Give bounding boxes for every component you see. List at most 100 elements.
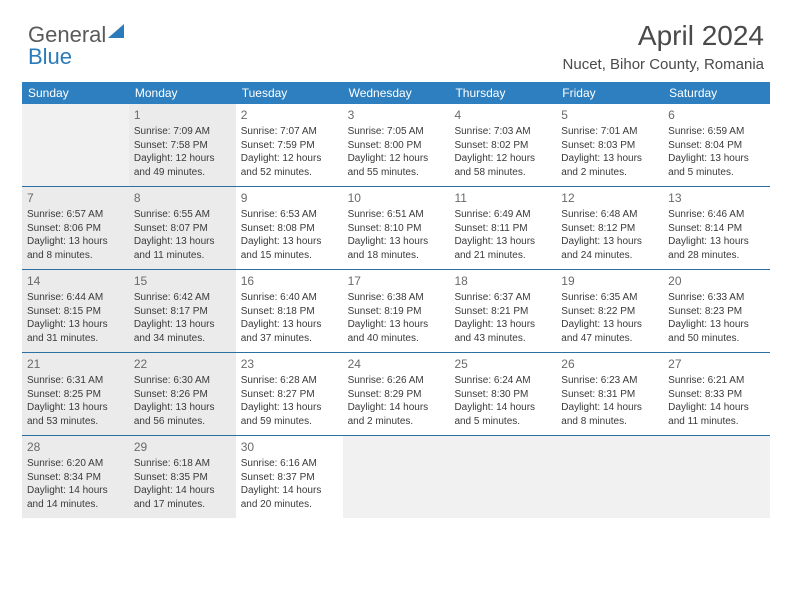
day-cell: 25Sunrise: 6:24 AMSunset: 8:30 PMDayligh…: [449, 353, 556, 435]
day-info-sunrise: Sunrise: 6:46 AM: [668, 208, 765, 222]
day-info-day2: and 50 minutes.: [668, 332, 765, 346]
weekday-label: Tuesday: [236, 82, 343, 104]
day-number: 16: [241, 273, 338, 289]
day-info-sunset: Sunset: 8:14 PM: [668, 222, 765, 236]
day-info-day2: and 31 minutes.: [27, 332, 124, 346]
day-number: 28: [27, 439, 124, 455]
day-number: 15: [134, 273, 231, 289]
day-cell: 4Sunrise: 7:03 AMSunset: 8:02 PMDaylight…: [449, 104, 556, 186]
week-row: 7Sunrise: 6:57 AMSunset: 8:06 PMDaylight…: [22, 187, 770, 270]
day-number: 20: [668, 273, 765, 289]
day-info-sunset: Sunset: 8:35 PM: [134, 471, 231, 485]
day-info-day2: and 28 minutes.: [668, 249, 765, 263]
day-info-sunset: Sunset: 8:11 PM: [454, 222, 551, 236]
day-number: 23: [241, 356, 338, 372]
day-info-day2: and 5 minutes.: [668, 166, 765, 180]
brand-part2-wrap: Blue: [28, 44, 72, 70]
day-number: 3: [348, 107, 445, 123]
day-info-sunset: Sunset: 8:31 PM: [561, 388, 658, 402]
day-info-sunrise: Sunrise: 6:18 AM: [134, 457, 231, 471]
day-info-day2: and 15 minutes.: [241, 249, 338, 263]
week-row: 28Sunrise: 6:20 AMSunset: 8:34 PMDayligh…: [22, 436, 770, 518]
day-info-sunset: Sunset: 8:34 PM: [27, 471, 124, 485]
day-info-sunrise: Sunrise: 6:40 AM: [241, 291, 338, 305]
day-info-sunset: Sunset: 8:18 PM: [241, 305, 338, 319]
day-info-day1: Daylight: 13 hours: [134, 401, 231, 415]
day-number: 8: [134, 190, 231, 206]
day-info-day1: Daylight: 14 hours: [134, 484, 231, 498]
day-cell: 2Sunrise: 7:07 AMSunset: 7:59 PMDaylight…: [236, 104, 343, 186]
day-info-day2: and 58 minutes.: [454, 166, 551, 180]
day-info-day2: and 47 minutes.: [561, 332, 658, 346]
day-number: 26: [561, 356, 658, 372]
day-info-day2: and 55 minutes.: [348, 166, 445, 180]
day-cell: 30Sunrise: 6:16 AMSunset: 8:37 PMDayligh…: [236, 436, 343, 518]
day-number: 30: [241, 439, 338, 455]
day-info-day1: Daylight: 13 hours: [241, 401, 338, 415]
day-info-sunset: Sunset: 8:22 PM: [561, 305, 658, 319]
day-number: 24: [348, 356, 445, 372]
day-cell-empty: [556, 436, 663, 518]
day-cell: 29Sunrise: 6:18 AMSunset: 8:35 PMDayligh…: [129, 436, 236, 518]
day-info-sunset: Sunset: 8:03 PM: [561, 139, 658, 153]
weekday-label: Saturday: [663, 82, 770, 104]
day-cell: 27Sunrise: 6:21 AMSunset: 8:33 PMDayligh…: [663, 353, 770, 435]
day-info-sunrise: Sunrise: 6:23 AM: [561, 374, 658, 388]
day-info-day1: Daylight: 13 hours: [561, 318, 658, 332]
day-cell: 1Sunrise: 7:09 AMSunset: 7:58 PMDaylight…: [129, 104, 236, 186]
day-cell: 18Sunrise: 6:37 AMSunset: 8:21 PMDayligh…: [449, 270, 556, 352]
day-info-day1: Daylight: 14 hours: [454, 401, 551, 415]
day-info-sunset: Sunset: 8:29 PM: [348, 388, 445, 402]
day-cell: 17Sunrise: 6:38 AMSunset: 8:19 PMDayligh…: [343, 270, 450, 352]
day-info-day1: Daylight: 12 hours: [241, 152, 338, 166]
day-info-sunrise: Sunrise: 6:28 AM: [241, 374, 338, 388]
day-info-sunset: Sunset: 8:08 PM: [241, 222, 338, 236]
day-cell: 14Sunrise: 6:44 AMSunset: 8:15 PMDayligh…: [22, 270, 129, 352]
day-info-sunset: Sunset: 8:21 PM: [454, 305, 551, 319]
day-info-day1: Daylight: 13 hours: [348, 235, 445, 249]
day-info-sunrise: Sunrise: 6:59 AM: [668, 125, 765, 139]
day-info-sunset: Sunset: 8:17 PM: [134, 305, 231, 319]
day-cell: 15Sunrise: 6:42 AMSunset: 8:17 PMDayligh…: [129, 270, 236, 352]
week-row: 14Sunrise: 6:44 AMSunset: 8:15 PMDayligh…: [22, 270, 770, 353]
day-info-day2: and 24 minutes.: [561, 249, 658, 263]
day-info-day2: and 43 minutes.: [454, 332, 551, 346]
day-info-sunset: Sunset: 8:37 PM: [241, 471, 338, 485]
day-info-day1: Daylight: 13 hours: [454, 318, 551, 332]
day-cell: 23Sunrise: 6:28 AMSunset: 8:27 PMDayligh…: [236, 353, 343, 435]
day-info-sunset: Sunset: 8:07 PM: [134, 222, 231, 236]
day-cell-empty: [343, 436, 450, 518]
weekday-header-row: SundayMondayTuesdayWednesdayThursdayFrid…: [22, 82, 770, 104]
day-number: 2: [241, 107, 338, 123]
day-info-day1: Daylight: 13 hours: [348, 318, 445, 332]
day-info-sunrise: Sunrise: 6:37 AM: [454, 291, 551, 305]
day-info-day1: Daylight: 14 hours: [27, 484, 124, 498]
day-number: 6: [668, 107, 765, 123]
day-cell: 7Sunrise: 6:57 AMSunset: 8:06 PMDaylight…: [22, 187, 129, 269]
day-info-sunset: Sunset: 7:58 PM: [134, 139, 231, 153]
week-row: 1Sunrise: 7:09 AMSunset: 7:58 PMDaylight…: [22, 104, 770, 187]
day-info-day1: Daylight: 14 hours: [561, 401, 658, 415]
day-info-day1: Daylight: 13 hours: [454, 235, 551, 249]
day-info-day2: and 20 minutes.: [241, 498, 338, 512]
day-cell-empty: [663, 436, 770, 518]
day-info-day1: Daylight: 13 hours: [27, 235, 124, 249]
day-info-day1: Daylight: 12 hours: [348, 152, 445, 166]
day-number: 14: [27, 273, 124, 289]
calendar: SundayMondayTuesdayWednesdayThursdayFrid…: [22, 82, 770, 518]
day-info-sunset: Sunset: 8:30 PM: [454, 388, 551, 402]
day-info-sunrise: Sunrise: 7:05 AM: [348, 125, 445, 139]
day-info-sunset: Sunset: 8:15 PM: [27, 305, 124, 319]
day-info-sunrise: Sunrise: 6:35 AM: [561, 291, 658, 305]
day-info-sunrise: Sunrise: 7:03 AM: [454, 125, 551, 139]
day-info-day1: Daylight: 13 hours: [27, 318, 124, 332]
day-number: 10: [348, 190, 445, 206]
day-info-day1: Daylight: 13 hours: [241, 318, 338, 332]
day-info-sunset: Sunset: 7:59 PM: [241, 139, 338, 153]
day-info-sunset: Sunset: 8:10 PM: [348, 222, 445, 236]
day-info-day2: and 18 minutes.: [348, 249, 445, 263]
day-cell: 19Sunrise: 6:35 AMSunset: 8:22 PMDayligh…: [556, 270, 663, 352]
day-number: 4: [454, 107, 551, 123]
day-info-sunset: Sunset: 8:04 PM: [668, 139, 765, 153]
day-info-sunrise: Sunrise: 6:42 AM: [134, 291, 231, 305]
